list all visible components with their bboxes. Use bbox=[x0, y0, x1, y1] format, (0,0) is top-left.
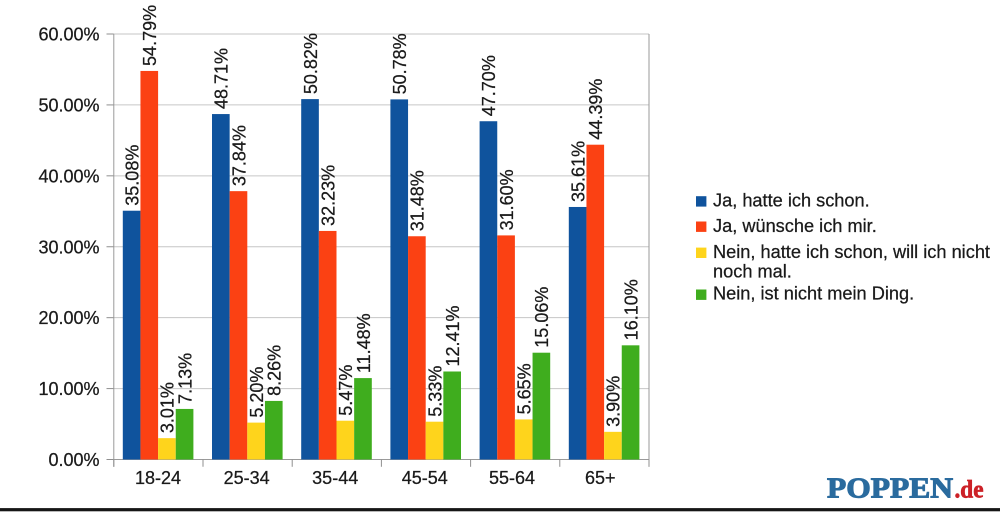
svg-text:44.39%: 44.39% bbox=[586, 79, 606, 140]
svg-text:60.00%: 60.00% bbox=[38, 25, 99, 45]
svg-text:20.00%: 20.00% bbox=[38, 308, 99, 328]
svg-text:50.00%: 50.00% bbox=[38, 95, 99, 115]
svg-text:7.13%: 7.13% bbox=[175, 353, 195, 404]
svg-text:0.00%: 0.00% bbox=[48, 450, 99, 470]
svg-text:8.26%: 8.26% bbox=[265, 345, 285, 396]
svg-text:POPPEN: POPPEN bbox=[827, 474, 953, 505]
svg-text:55-64: 55-64 bbox=[489, 468, 535, 488]
svg-text:31.48%: 31.48% bbox=[408, 170, 428, 231]
svg-text:Ja, wünsche ich mir.: Ja, wünsche ich mir. bbox=[713, 216, 877, 236]
svg-text:Nein, hatte ich schon, will ic: Nein, hatte ich schon, will ich nicht bbox=[713, 242, 990, 262]
svg-text:31.60%: 31.60% bbox=[497, 169, 517, 230]
svg-text:65+: 65+ bbox=[585, 468, 616, 488]
svg-text:18-24: 18-24 bbox=[135, 468, 181, 488]
svg-text:11.48%: 11.48% bbox=[354, 313, 374, 373]
svg-text:12.41%: 12.41% bbox=[443, 305, 463, 366]
svg-text:40.00%: 40.00% bbox=[38, 166, 99, 186]
svg-text:.de: .de bbox=[955, 477, 984, 504]
svg-text:47.70%: 47.70% bbox=[479, 55, 499, 116]
svg-text:3.90%: 3.90% bbox=[604, 376, 624, 427]
svg-text:50.82%: 50.82% bbox=[301, 33, 321, 94]
svg-text:45-54: 45-54 bbox=[402, 468, 448, 488]
svg-text:35.61%: 35.61% bbox=[568, 141, 588, 202]
svg-text:5.20%: 5.20% bbox=[247, 367, 267, 418]
svg-text:noch mal.: noch mal. bbox=[713, 261, 792, 281]
svg-text:54.79%: 54.79% bbox=[140, 5, 160, 66]
svg-text:35.08%: 35.08% bbox=[122, 145, 142, 206]
svg-text:30.00%: 30.00% bbox=[38, 237, 99, 257]
svg-text:50.78%: 50.78% bbox=[390, 33, 410, 94]
svg-text:5.65%: 5.65% bbox=[515, 363, 535, 414]
svg-text:48.71%: 48.71% bbox=[212, 48, 232, 109]
svg-text:5.33%: 5.33% bbox=[425, 366, 445, 417]
svg-text:10.00%: 10.00% bbox=[38, 379, 99, 399]
svg-text:35-44: 35-44 bbox=[312, 468, 358, 488]
svg-text:Ja, hatte ich schon.: Ja, hatte ich schon. bbox=[713, 191, 870, 211]
svg-text:16.10%: 16.10% bbox=[621, 279, 641, 340]
svg-text:3.01%: 3.01% bbox=[158, 382, 178, 433]
svg-text:37.84%: 37.84% bbox=[229, 125, 249, 186]
svg-text:Nein, ist nicht mein Ding.: Nein, ist nicht mein Ding. bbox=[713, 284, 914, 304]
svg-text:32.23%: 32.23% bbox=[318, 165, 338, 226]
svg-text:25-34: 25-34 bbox=[224, 468, 270, 488]
svg-text:15.06%: 15.06% bbox=[532, 287, 552, 348]
svg-text:5.47%: 5.47% bbox=[336, 365, 356, 416]
